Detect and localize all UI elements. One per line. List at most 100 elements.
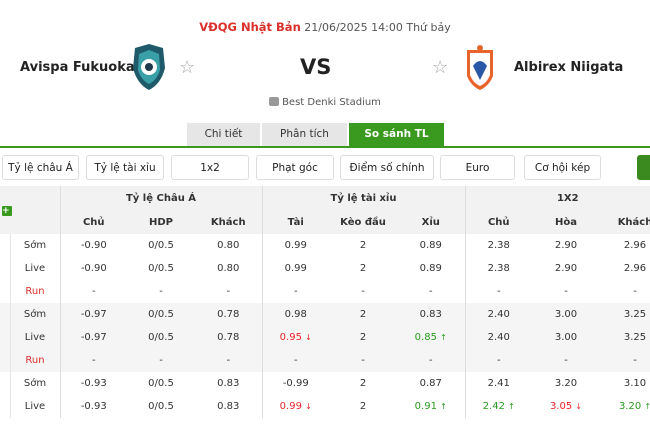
row-label: Live: [24, 263, 46, 274]
filter-over-under[interactable]: Tỷ lệ tài xỉu: [86, 155, 164, 180]
odds-value: 0/0.5: [148, 401, 174, 412]
odds-value: 2.96: [623, 263, 647, 274]
tab-phan-tich[interactable]: Phân tích: [262, 123, 347, 146]
odds-cell: -: [261, 280, 329, 303]
odds-cell: -: [59, 280, 127, 303]
bookmaker-cell: [0, 234, 11, 257]
row-label: Live: [10, 326, 60, 349]
odds-cell: 3.10: [600, 372, 650, 395]
odds-value: 3.00: [554, 309, 578, 320]
odds-value: -: [496, 286, 501, 297]
odds-value: 2.41: [487, 378, 510, 389]
filter-asian-handicap[interactable]: Tỷ lệ châu Á: [2, 155, 79, 180]
odds-cell: 0.85 ↑: [397, 326, 466, 349]
odds-cell: 3.00: [532, 303, 601, 326]
odds-value: 2: [359, 309, 367, 320]
odds-cell: -: [329, 349, 397, 372]
venue-name: Best Denki Stadium: [282, 97, 381, 108]
odds-cell: -: [127, 280, 195, 303]
odds-cell: 2: [329, 395, 397, 418]
expand-plus-icon[interactable]: +: [2, 205, 12, 216]
filter-euro-handicap[interactable]: Euro Handicap: [440, 155, 515, 199]
odds-value: 2.38: [487, 263, 510, 274]
odds-cell: 2.38: [464, 234, 533, 257]
odds-value: -: [564, 286, 568, 297]
row-label: Sớm: [23, 240, 47, 251]
vs-label: VS: [300, 55, 332, 79]
odds-value: -0.97: [80, 332, 107, 343]
league-name[interactable]: VĐQG Nhật Bản: [199, 20, 301, 34]
odds-value: 2.42: [482, 401, 505, 412]
bookmaker-cell: [0, 349, 11, 372]
column-header: Chủ: [59, 210, 127, 234]
filter-corners[interactable]: Phạt góc: [256, 155, 334, 180]
odds-value: -: [293, 286, 298, 297]
row-label: Sớm: [23, 378, 47, 389]
favorite-star-icon[interactable]: ☆: [179, 57, 196, 78]
favorite-star-icon[interactable]: ☆: [432, 57, 449, 78]
filter-correct-score[interactable]: Điểm số chính xác: [340, 155, 434, 199]
tab-so-sanh-tl[interactable]: So sánh TL: [349, 123, 444, 146]
tab-divider: [0, 146, 650, 148]
odds-value: 3.10: [623, 378, 647, 389]
row-label: Run: [10, 349, 60, 372]
odds-cell: -: [195, 349, 262, 372]
away-team-name[interactable]: Albirex Niigata: [514, 60, 624, 75]
odds-value: -0.90: [80, 240, 107, 251]
group-header: Tỷ lệ Châu Á: [59, 186, 262, 210]
column-header: Xỉu: [397, 210, 466, 234]
venue: Best Denki Stadium: [0, 97, 650, 108]
odds-value: 3.25: [623, 332, 647, 343]
odds-cell: -: [59, 349, 127, 372]
filter-double-chance[interactable]: Cơ hội kép: [524, 155, 601, 180]
odds-cell: -: [464, 349, 533, 372]
odds-cell: 0.95 ↓: [261, 326, 329, 349]
arrow-up-icon: ↑: [440, 402, 447, 411]
bookmaker-cell: [0, 257, 11, 280]
odds-cell: 2.40: [464, 326, 533, 349]
odds-cell: 3.25: [600, 303, 650, 326]
odds-cell: 2.96: [600, 257, 650, 280]
arrow-up-icon: ↑: [644, 402, 650, 411]
odds-value: 0.99: [279, 401, 302, 412]
odds-value: 0/0.5: [148, 309, 174, 320]
filter-1x2[interactable]: 1x2: [171, 155, 249, 180]
odds-value: 0.95: [279, 332, 302, 343]
odds-value: 2: [359, 240, 367, 251]
odds-cell: 0.87: [397, 372, 465, 395]
odds-value: -: [361, 355, 365, 366]
odds-cell: 0.99 ↓: [261, 395, 329, 418]
odds-cell: -: [532, 349, 601, 372]
odds-cell: 3.05 ↓: [532, 395, 600, 418]
bookmaker-cell: [0, 280, 11, 303]
odds-value: 2: [359, 401, 367, 412]
odds-value: -: [428, 286, 433, 297]
odds-value: 2: [359, 332, 367, 343]
column-header: Khách: [195, 210, 262, 234]
odds-value: -: [361, 286, 365, 297]
odds-cell: 0.78: [195, 303, 262, 326]
odds-cell: 0/0.5: [127, 303, 195, 326]
odds-value: 0.89: [419, 240, 442, 251]
odds-cell: -: [127, 349, 195, 372]
odds-cell: -0.97: [59, 303, 127, 326]
row-label: Run: [25, 286, 45, 297]
home-team-name[interactable]: Avispa Fukuoka: [20, 60, 135, 75]
filter-more-button[interactable]: [637, 155, 650, 180]
row-label: Live: [24, 401, 46, 412]
odds-value: -: [226, 286, 231, 297]
odds-cell: 0/0.5: [127, 395, 195, 418]
odds-value: 2.38: [487, 240, 510, 251]
odds-cell: 3.00: [532, 326, 601, 349]
odds-value: 0/0.5: [148, 263, 174, 274]
odds-value: -: [564, 355, 568, 366]
table-row: Live -0.97 0/0.5 0.78 0.95 ↓ 2 0.85 ↑ 2.40 3.00 3…: [0, 326, 650, 349]
odds-cell: 2.38: [464, 257, 533, 280]
odds-value: 0.99: [284, 263, 307, 274]
odds-value: 0.80: [217, 240, 240, 251]
table-row: Live -0.93 0/0.5 0.83 0.99 ↓ 2 0.91 ↑ 2.42 ↑ 3.0…: [0, 395, 650, 418]
odds-value: 0.98: [284, 309, 307, 320]
tab-chi-tiet[interactable]: Chi tiết: [187, 123, 260, 146]
odds-value: 2.40: [487, 332, 510, 343]
odds-cell: -: [195, 280, 262, 303]
